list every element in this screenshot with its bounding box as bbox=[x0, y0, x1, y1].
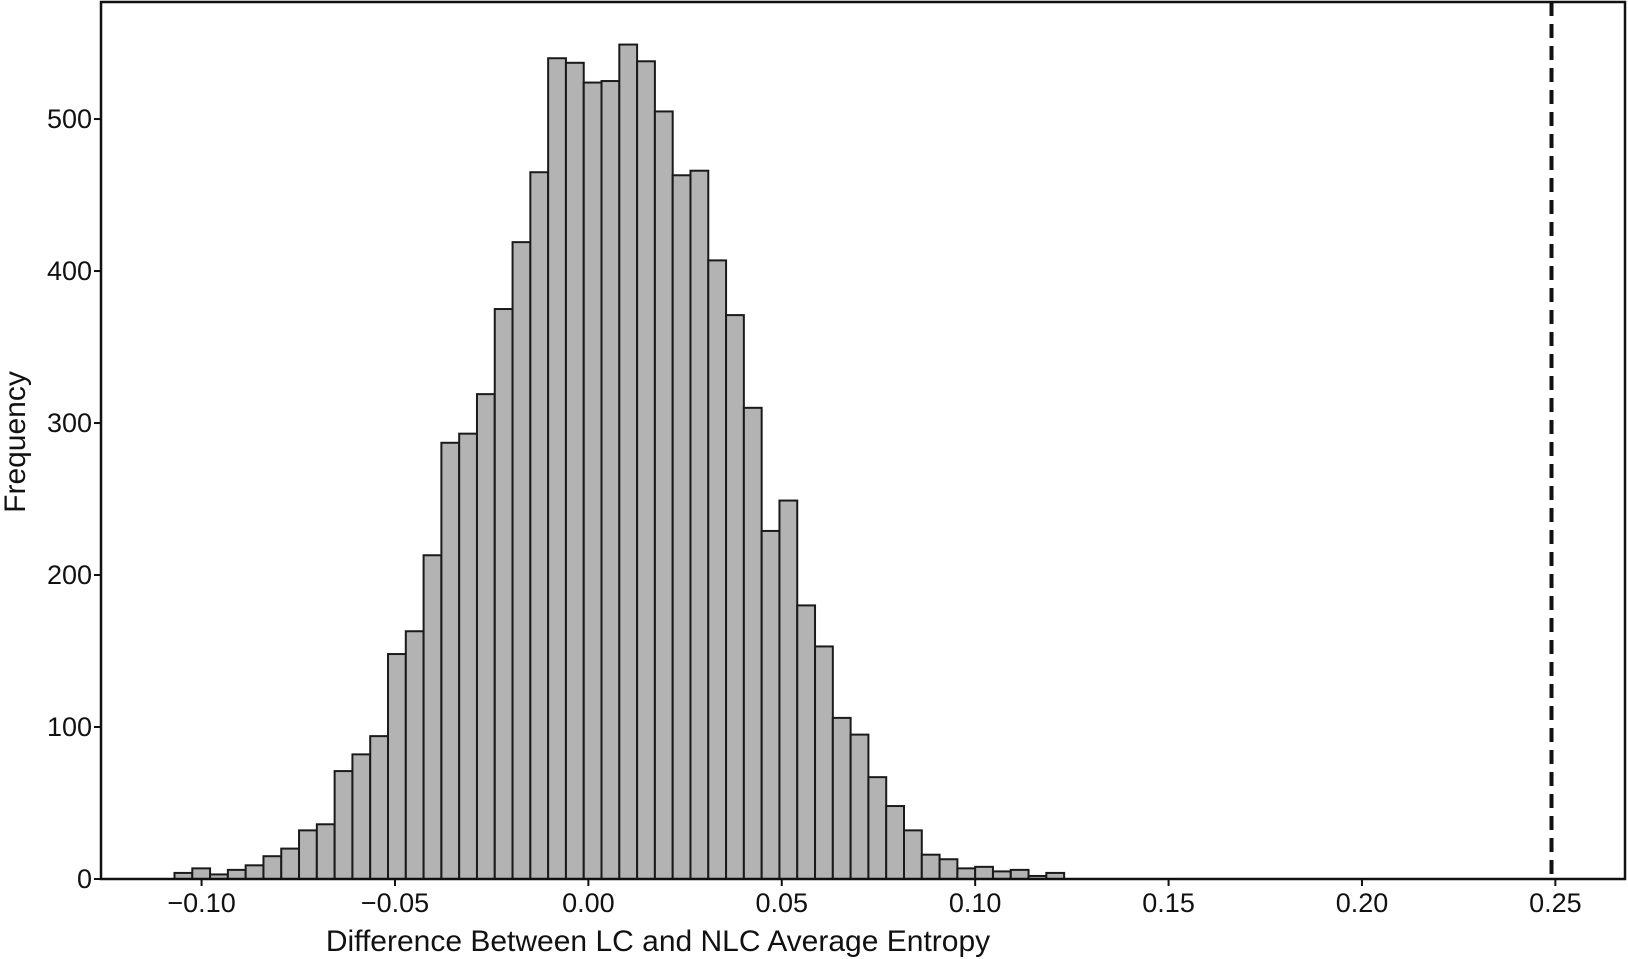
histogram-bar bbox=[458, 432, 478, 880]
x-tick-label: −0.05 bbox=[361, 888, 429, 918]
histogram-bar bbox=[618, 43, 639, 881]
histogram-bar bbox=[974, 865, 994, 881]
y-tick-label: 0 bbox=[77, 864, 92, 894]
histogram-bar bbox=[885, 805, 906, 880]
histogram-bar bbox=[849, 733, 870, 880]
x-tick-label: 0.20 bbox=[1336, 888, 1389, 918]
x-tick-label: 0.00 bbox=[562, 888, 615, 918]
histogram-bar bbox=[280, 847, 301, 880]
histogram-bar bbox=[831, 716, 852, 881]
histogram-bar bbox=[493, 308, 514, 880]
x-axis-label: Difference Between LC and NLC Average En… bbox=[326, 925, 990, 958]
histogram-bar bbox=[582, 81, 603, 880]
x-axis-ticks: −0.10 −0.05 0.00 0.05 0.10 0.15 0.20 0.25 bbox=[167, 879, 1582, 918]
histogram-bar bbox=[511, 241, 532, 880]
histogram-bar bbox=[671, 174, 692, 880]
y-tick-label: 500 bbox=[47, 104, 92, 134]
histogram-bar bbox=[1009, 868, 1030, 881]
histogram-bar bbox=[315, 823, 336, 881]
histogram-bar bbox=[867, 776, 888, 880]
histogram-bar bbox=[529, 171, 550, 881]
histogram-bar bbox=[404, 630, 425, 880]
histogram-bar bbox=[298, 829, 318, 880]
x-tick-label: 0.05 bbox=[755, 888, 808, 918]
y-axis-label: Frequency bbox=[0, 371, 32, 513]
histogram-bar bbox=[422, 554, 443, 880]
histogram-bar bbox=[226, 868, 247, 881]
histogram-bar bbox=[387, 653, 407, 880]
histogram-bar bbox=[333, 770, 354, 881]
histogram-bar bbox=[440, 441, 461, 880]
x-tick-label: 0.10 bbox=[949, 888, 1002, 918]
y-tick-label: 300 bbox=[47, 408, 92, 438]
histogram-bar bbox=[689, 169, 710, 880]
histogram-bar bbox=[814, 645, 834, 881]
histogram-bar bbox=[244, 864, 265, 881]
histogram-bar bbox=[191, 867, 212, 880]
histogram-bars bbox=[173, 43, 1066, 881]
histogram-bar bbox=[351, 753, 372, 880]
histogram-bar bbox=[742, 406, 763, 880]
histogram-bar bbox=[636, 60, 656, 880]
histogram-bar bbox=[564, 61, 585, 881]
plot-frame bbox=[99, 0, 1627, 881]
y-tick-label: 400 bbox=[47, 256, 92, 286]
y-tick-label: 200 bbox=[47, 560, 92, 590]
histogram-bar bbox=[547, 57, 567, 881]
plot-background bbox=[101, 2, 1625, 879]
x-tick-label: 0.25 bbox=[1529, 888, 1582, 918]
histogram-bar bbox=[760, 529, 781, 880]
histogram-bar bbox=[707, 259, 728, 880]
histogram-bar bbox=[778, 499, 799, 880]
histogram-bar bbox=[920, 853, 941, 880]
histogram-bar bbox=[725, 314, 745, 880]
histogram-bar bbox=[938, 858, 959, 880]
y-tick-label: 100 bbox=[47, 712, 92, 742]
histogram-bar bbox=[796, 604, 817, 880]
histogram-bar bbox=[475, 393, 496, 880]
x-tick-label: 0.15 bbox=[1142, 888, 1195, 918]
histogram-bar bbox=[903, 829, 923, 880]
histogram-bar bbox=[600, 80, 621, 881]
histogram-bar bbox=[956, 867, 977, 880]
y-axis-ticks: 0 100 200 300 400 500 bbox=[47, 104, 101, 894]
x-tick-label: −0.10 bbox=[167, 888, 235, 918]
histogram-bar bbox=[262, 855, 283, 881]
histogram-bar bbox=[369, 735, 389, 880]
histogram-bar bbox=[653, 110, 674, 880]
